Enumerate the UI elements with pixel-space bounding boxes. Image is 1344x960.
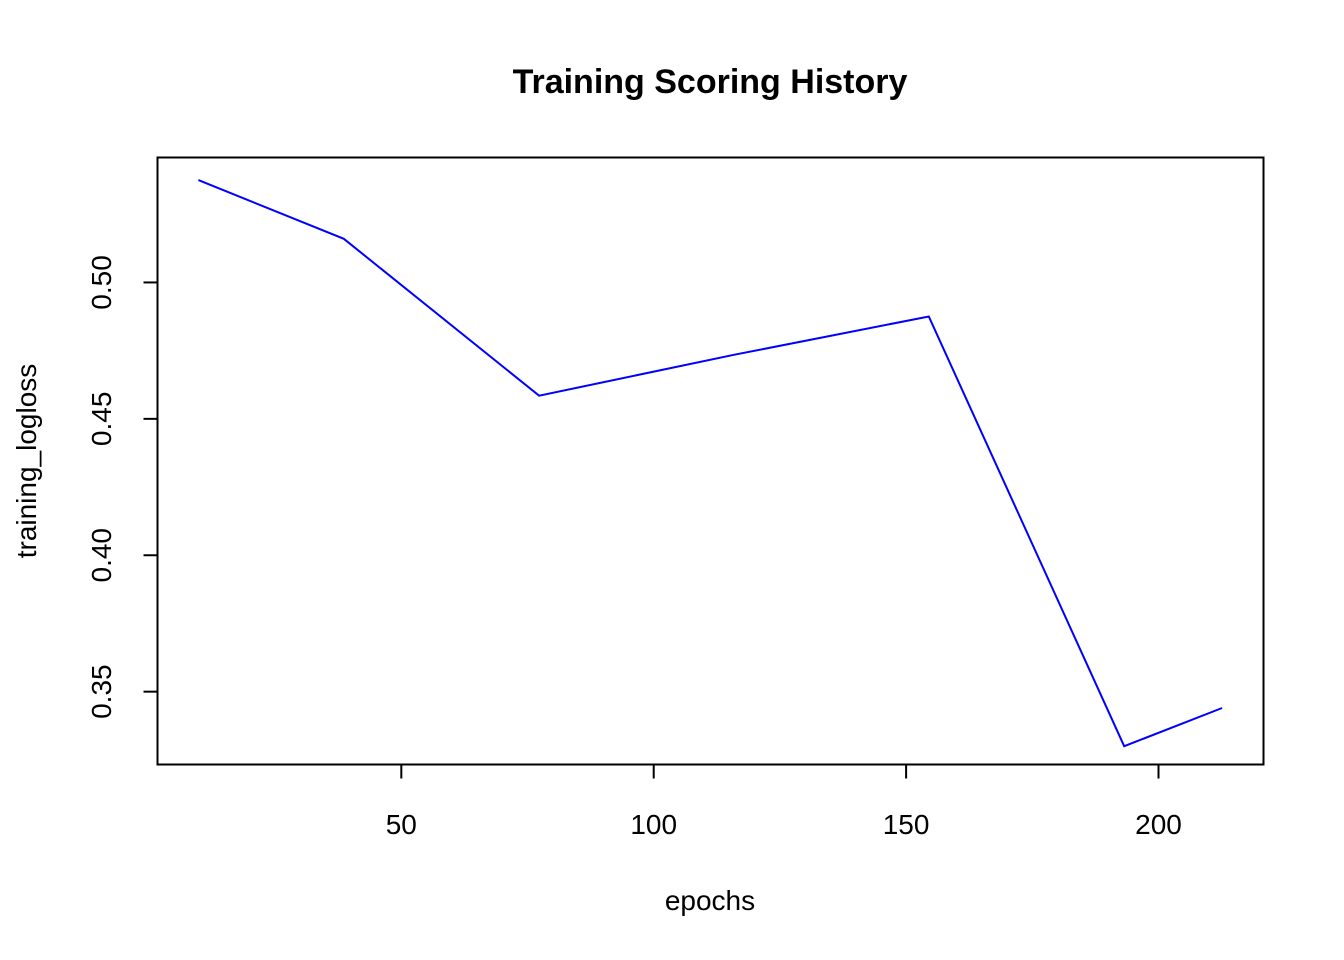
x-tick-label: 200 (1135, 809, 1182, 840)
plot-frame (156, 156, 1265, 766)
x-axis-label: epochs (665, 885, 755, 916)
chart-title: Training Scoring History (513, 63, 908, 101)
x-tick-label: 100 (630, 809, 677, 840)
y-tick-label: 0.45 (86, 392, 117, 447)
x-tick-label: 50 (386, 809, 417, 840)
y-tick-label: 0.50 (86, 255, 117, 310)
y-tick-label: 0.35 (86, 664, 117, 719)
series-layer (198, 179, 1223, 748)
y-axis: 0.35 0.40 0.45 0.50 (86, 255, 158, 719)
series-line-0 (198, 179, 1223, 748)
y-axis-label: training_logloss (11, 364, 42, 559)
y-tick-label: 0.40 (86, 528, 117, 583)
x-tick-label: 150 (883, 809, 930, 840)
x-axis: 50 100 150 200 (386, 764, 1182, 840)
